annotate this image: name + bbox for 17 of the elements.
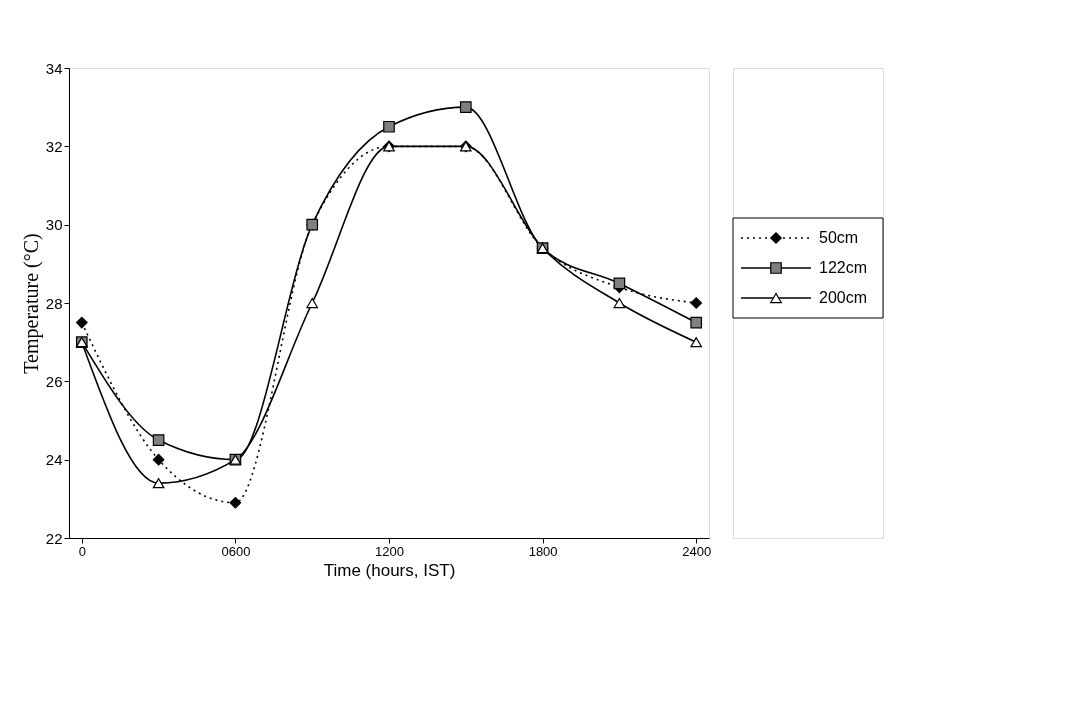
y-tick-label: 26 [45,372,63,390]
legend-label: 122cm [819,259,868,276]
y-tick-label: 32 [45,137,63,155]
x-tick-label: 0 [78,543,86,559]
y-tick-label: 24 [45,451,63,469]
y-tick-label: 28 [45,294,63,312]
x-tick-label: 0600 [221,543,251,559]
x-tick-label: 2400 [682,543,712,559]
y-axis-title: Temperature (°C) [19,233,43,374]
x-axis-title: Time (hours, IST) [323,560,456,580]
y-tick-label: 34 [45,59,63,77]
y-tick-label: 22 [45,529,63,547]
x-tick-label: 1800 [528,543,558,559]
legend-label: 50cm [819,229,859,246]
x-tick-label: 1200 [375,543,404,559]
y-tick-label: 30 [45,216,63,234]
legend-label: 200cm [819,289,868,306]
